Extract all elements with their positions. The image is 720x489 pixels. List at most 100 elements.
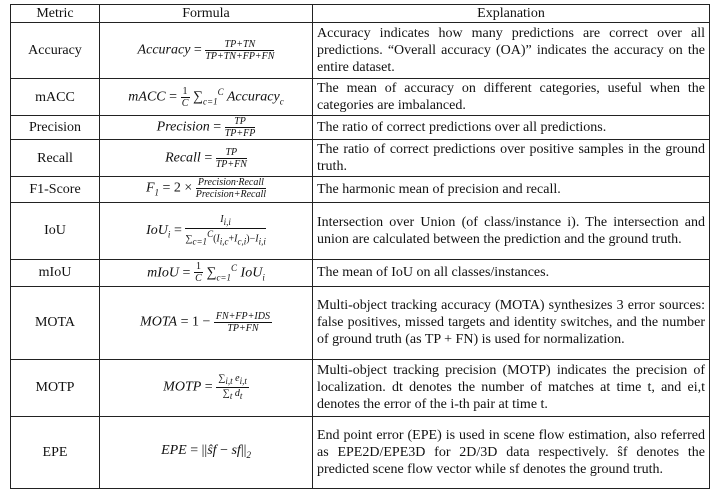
header-row: Metric Formula Explanation bbox=[10, 4, 710, 23]
math-symbol: MOTP bbox=[163, 380, 202, 396]
math-symbol: TP+FP bbox=[224, 128, 256, 139]
math-operator: ∑ bbox=[185, 233, 193, 245]
numerator: TP bbox=[215, 146, 247, 159]
subscript: i,t bbox=[239, 376, 247, 387]
subscript: i bbox=[167, 229, 171, 240]
math-operator: = bbox=[200, 150, 216, 166]
denominator: C bbox=[194, 273, 203, 284]
math-operator: 1 bbox=[182, 85, 188, 97]
math-operator: 1 bbox=[195, 261, 201, 273]
metric-name: mACC bbox=[10, 78, 100, 116]
table-row: F1-Score F1 = 2 × Precision·Recall Precisi… bbox=[10, 176, 710, 203]
formula: Recall = TP TP+FN bbox=[99, 139, 313, 177]
denominator: TP+TN+FP+FN bbox=[205, 51, 274, 62]
math-symbol: Accuracy bbox=[223, 89, 280, 105]
math-operator: = 1 − bbox=[177, 315, 214, 331]
fraction: FN+FP+IDS TP+FN bbox=[213, 311, 272, 334]
metric-name: MOTA bbox=[10, 285, 100, 360]
subscript: c=1 bbox=[203, 96, 218, 107]
subscript: c=1 bbox=[216, 271, 232, 282]
math-symbol: I bbox=[220, 213, 224, 225]
numerator: Ii,i bbox=[185, 214, 266, 229]
formula: Accuracy = TP+TN TP+TN+FP+FN bbox=[99, 22, 313, 79]
numerator: 1 bbox=[193, 261, 203, 274]
table-row: MOTA MOTA = 1 − FN+FP+IDS TP+FN Multi-objec… bbox=[10, 285, 710, 360]
subscript: t bbox=[239, 391, 243, 402]
explanation: The ratio of correct predictions over po… bbox=[312, 139, 710, 177]
table-row: IoU IoUi = Ii,i ∑c=1C(Ii,c+Ic,i)−Ii,i Inter… bbox=[10, 201, 710, 260]
explanation: The mean of accuracy on different catego… bbox=[312, 78, 710, 116]
explanation: End point error (EPE) is used in scene f… bbox=[312, 415, 710, 489]
header-cell: Explanation bbox=[312, 4, 710, 23]
table-row: EPE EPE = ||ŝf − sf||2 End point error (EP… bbox=[10, 415, 710, 489]
math-symbol: TP bbox=[225, 146, 238, 158]
subscript: 1 bbox=[154, 187, 160, 198]
subscript: 2 bbox=[246, 449, 251, 460]
math-symbol: TP+FN bbox=[215, 158, 247, 170]
denominator: ∑c=1C(Ii,c+Ic,i)−Ii,i bbox=[185, 229, 266, 247]
metric-name: EPE bbox=[10, 415, 100, 489]
math-operator: = bbox=[190, 42, 206, 58]
math-operator: = 2 × bbox=[159, 180, 196, 196]
metric-name: Precision bbox=[10, 115, 100, 140]
superscript: C bbox=[217, 86, 224, 97]
numerator: TP bbox=[224, 116, 256, 128]
math-operator: = || bbox=[186, 442, 208, 458]
denominator: ∑t dt bbox=[216, 388, 249, 402]
math-symbol: d bbox=[232, 388, 240, 400]
fraction: Ii,i ∑c=1C(Ii,c+Ic,i)−Ii,i bbox=[185, 214, 266, 247]
formula: IoUi = Ii,i ∑c=1C(Ii,c+Ic,i)−Ii,i bbox=[99, 201, 313, 260]
math-operator: + bbox=[228, 233, 235, 245]
math-symbol: e bbox=[232, 373, 240, 385]
fraction: TP TP+FN bbox=[215, 146, 247, 170]
math-symbol: I bbox=[255, 233, 259, 245]
table-body: Accuracy Accuracy = TP+TN TP+TN+FP+FN Accur… bbox=[10, 22, 710, 489]
table-row: Precision Precision = TP TP+FP The ratio of… bbox=[10, 115, 710, 140]
math-operator: ∑ bbox=[218, 373, 226, 385]
formula: Precision = TP TP+FP bbox=[99, 115, 313, 140]
denominator: TP+FN bbox=[214, 323, 272, 334]
metric-name: Recall bbox=[10, 139, 100, 177]
subscript: i,t bbox=[225, 376, 233, 387]
math-symbol: FN+FP+IDS bbox=[215, 311, 270, 323]
math-symbol: mIoU bbox=[147, 265, 180, 281]
math-symbol: F bbox=[145, 180, 155, 196]
metric-name: mIoU bbox=[10, 258, 100, 287]
math-symbol: TP+FN bbox=[227, 323, 259, 335]
subscript: c,i bbox=[237, 236, 247, 247]
formula: EPE = ||ŝf − sf||2 bbox=[99, 415, 313, 489]
fraction: TP TP+FP bbox=[224, 116, 256, 139]
math-operator: = bbox=[179, 265, 194, 281]
math-symbol: IoU bbox=[237, 265, 263, 281]
math-operator: ∑ bbox=[202, 265, 217, 281]
subscript: c bbox=[279, 96, 284, 107]
subscript: i bbox=[262, 271, 265, 282]
math-symbol: Recall bbox=[165, 150, 201, 166]
denominator: TP+FP bbox=[225, 128, 256, 139]
math-symbol: MOTA bbox=[140, 315, 178, 331]
explanation: The ratio of correct predictions over al… bbox=[312, 115, 710, 140]
math-symbol: C bbox=[195, 273, 202, 285]
math-operator: ( bbox=[213, 233, 217, 245]
page: Metric Formula Explanation Accuracy Accur… bbox=[10, 4, 710, 489]
math-operator: = bbox=[170, 222, 186, 238]
math-symbol: C bbox=[181, 97, 189, 109]
explanation: Multi-object tracking precision (MOTP) i… bbox=[312, 358, 710, 417]
math-operator: || bbox=[240, 442, 247, 458]
numerator: 1 bbox=[180, 85, 190, 98]
math-symbol: Precision bbox=[156, 119, 210, 135]
subscript: i,i bbox=[223, 216, 231, 227]
math-symbol: Accuracy bbox=[137, 42, 191, 58]
numerator: Precision·Recall bbox=[195, 177, 267, 189]
metric-name: F1-Score bbox=[10, 176, 100, 203]
numerator: ∑i,t ei,t bbox=[216, 373, 249, 389]
math-symbol: Precision·Recall bbox=[197, 177, 264, 188]
superscript: C bbox=[231, 262, 238, 273]
math-operator: ∑ bbox=[189, 89, 204, 105]
math-operator: = bbox=[165, 89, 181, 105]
math-symbol: TP bbox=[234, 116, 246, 127]
